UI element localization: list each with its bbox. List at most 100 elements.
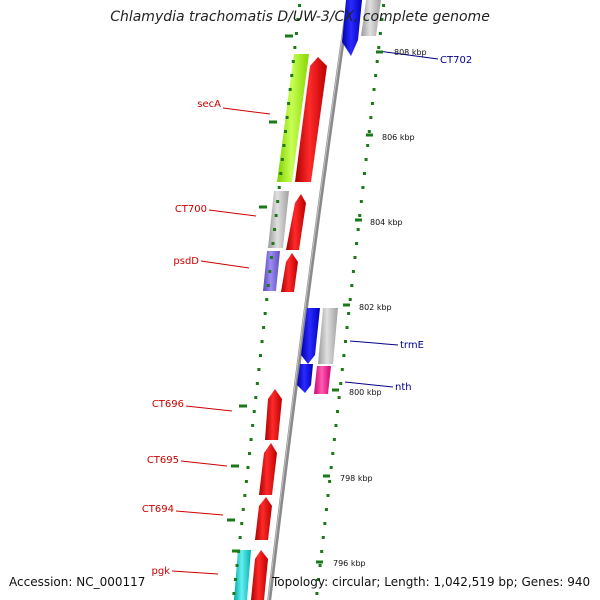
gene-label-psdD[interactable]: psdD [173,256,199,267]
cds-lane-forward [297,0,362,393]
position-label: 802 kbp [359,303,392,312]
tick-dot-outer [337,396,341,399]
tick-dot-outer [356,228,360,231]
tick-dot-inner [274,214,278,217]
cds-lane-reverse [251,57,327,600]
tick-dot-inner [243,494,247,497]
tick-dot-outer [377,46,381,49]
tick-dot-inner [294,32,298,35]
cds-nth[interactable] [297,364,313,393]
tick-dot-outer [380,18,384,21]
tick-marks-inner [227,4,302,595]
feature-CT702-cog[interactable] [361,0,381,36]
tick-dot-outer [316,578,320,581]
cds-CT695[interactable] [259,443,277,495]
cds-CT702[interactable] [342,0,362,56]
gene-labels: secA CT700 psdD CT696 CT695 CT694 pgk CT702 trmE… [142,50,472,577]
tick-dot-outer [351,270,355,273]
tick-marks-outer [315,4,386,595]
gene-label-CT694[interactable]: CT694 [142,504,174,515]
tick-dot-inner [248,452,252,455]
tick-dot-inner [268,270,272,273]
gene-label-secA[interactable]: secA [197,99,221,110]
gene-label-CT695[interactable]: CT695 [147,455,179,466]
tick-dot-outer [345,326,349,329]
accession-text: Accession: NC_000117 [9,575,146,589]
tick-dot-inner [288,88,292,91]
feature-trmE-cog[interactable] [318,308,338,364]
genome-summary-text: Topology: circular; Length: 1,042,519 bp… [272,575,591,589]
tick-dot-inner [285,116,289,119]
position-label: 798 kbp [340,474,373,483]
tick-dot-outer [361,186,365,189]
leader-line-CT700 [208,209,257,217]
feature-secA-cog[interactable] [277,54,309,182]
tick-dot-inner [232,592,236,595]
tick-dot-outer [382,4,386,7]
gene-label-CT702[interactable]: CT702 [440,55,472,66]
leader-line-psdD [200,260,250,269]
tick-dot-inner [296,18,300,21]
tick-dot-inner [282,144,286,147]
tick-dot-outer [326,494,330,497]
tick-dot-inner [265,298,269,301]
gene-label-CT696[interactable]: CT696 [152,399,184,410]
cds-pgk[interactable] [251,550,268,600]
gene-label-trmE[interactable]: trmE [400,340,424,351]
tick-dot-inner [246,466,250,469]
cds-CT694[interactable] [255,497,272,540]
tick-dot-inner [290,74,294,77]
tick-dot-inner [249,438,253,441]
tick-dot-outer [367,130,371,133]
cds-CT700[interactable] [286,194,306,250]
tick-dot-inner [293,46,297,49]
feature-nth-cog[interactable] [314,366,331,394]
tick-dot-inner [287,102,291,105]
tick-dot-inner [238,536,242,539]
feature-CT700-cog[interactable] [268,191,289,248]
tick-dot-outer [320,550,324,553]
tick-dot-outer [355,242,359,245]
cds-secA[interactable] [295,57,327,182]
tick-dot-outer [366,144,370,147]
tick-dot-inner [257,368,261,371]
cds-trmE[interactable] [301,308,320,364]
tick-dot-outer [370,102,374,105]
tick-dot-outer [378,32,382,35]
cds-CT696[interactable] [265,389,282,440]
tick-dot-outer [318,564,322,567]
tick-dot-outer [324,508,328,511]
position-label: 804 kbp [370,218,403,227]
tick-dot-outer [343,340,347,343]
position-label: 806 kbp [382,133,415,142]
tick-dot-outer [364,158,368,161]
gene-label-pgk[interactable]: pgk [152,566,171,577]
tick-dot-outer [328,480,332,483]
tick-dot-inner [233,578,237,581]
cds-psdD[interactable] [281,253,298,292]
leader-line-CT696 [185,405,233,412]
tick-dot-inner [279,172,283,175]
tick-dot-outer [350,284,354,287]
tick-dot-outer [342,354,346,357]
tick-dot-inner [263,312,267,315]
gene-label-CT700[interactable]: CT700 [175,204,207,215]
tick-dot-inner [244,480,248,483]
feature-pgk-cog[interactable] [234,550,251,600]
tick-dot-outer [315,592,319,595]
genome-backbone [267,0,351,600]
tick-dot-outer [347,312,351,315]
tick-dot-inner [262,326,266,329]
leader-line-CT702 [377,50,439,60]
tick-dot-inner [276,200,280,203]
tick-dot-outer [323,522,327,525]
feature-psdD-cog[interactable] [263,251,280,291]
tick-dot-inner [266,284,270,287]
genome-title: Chlamydia trachomatis D/UW-3/CX, complet… [110,9,490,25]
tick-dot-inner [258,354,262,357]
gene-label-nth[interactable]: nth [395,382,412,393]
tick-dot-inner [291,60,295,63]
tick-dot-inner [252,410,256,413]
feature-lane-reverse-cog [234,54,309,600]
